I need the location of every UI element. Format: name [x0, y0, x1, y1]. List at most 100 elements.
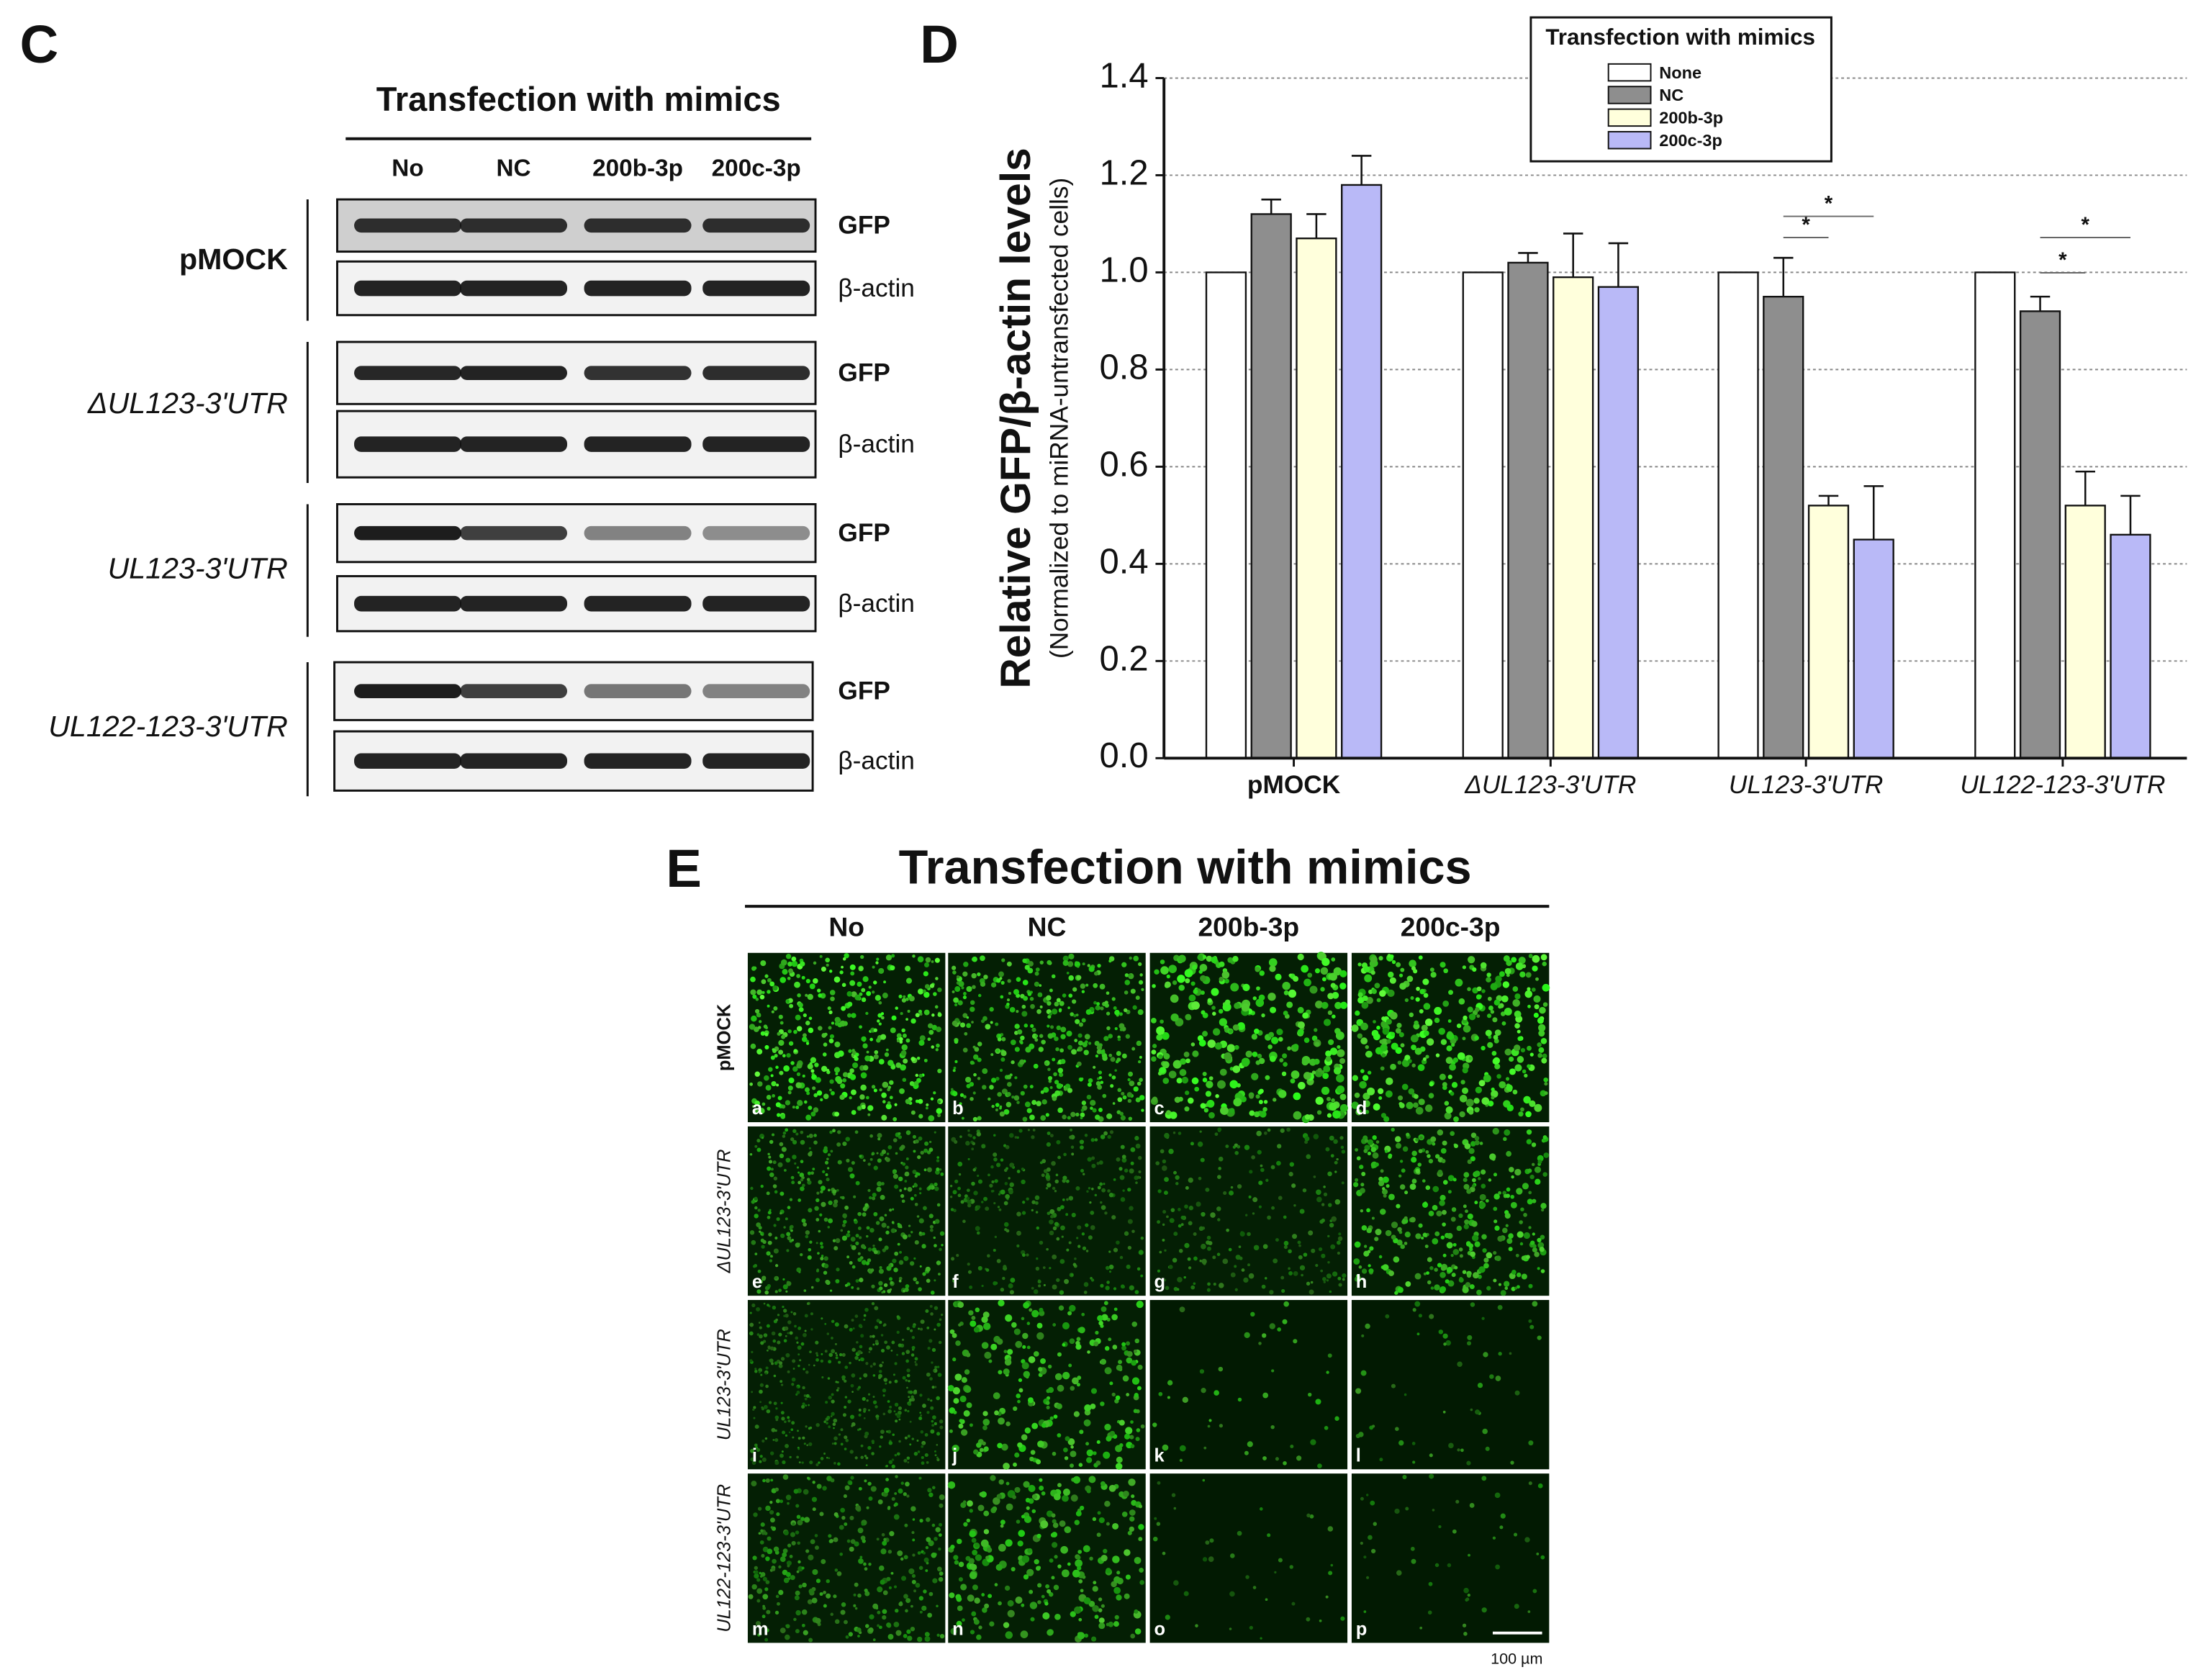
cell — [1360, 1370, 1367, 1376]
micrograph — [1351, 1300, 1550, 1470]
cell — [930, 1429, 935, 1434]
cell — [1476, 986, 1482, 992]
cell — [1498, 1191, 1501, 1195]
cell — [1037, 992, 1043, 998]
cell — [977, 1504, 985, 1512]
cell — [1540, 1234, 1545, 1240]
cell — [880, 1012, 885, 1016]
cell — [1477, 1382, 1483, 1388]
cell — [1412, 1460, 1416, 1464]
cell — [1124, 1231, 1129, 1236]
cell — [1070, 1128, 1072, 1132]
cell — [889, 1209, 892, 1212]
cell — [872, 1400, 877, 1404]
cell — [1465, 1209, 1468, 1214]
cell — [954, 1560, 959, 1565]
cell — [1100, 1306, 1107, 1312]
cell — [1077, 1033, 1083, 1038]
cell — [1356, 1276, 1362, 1282]
cell — [1269, 965, 1276, 972]
cell — [970, 1320, 977, 1327]
cell — [917, 988, 924, 995]
cell — [887, 1634, 894, 1640]
cell — [913, 1150, 916, 1153]
cell — [812, 1568, 818, 1576]
cell — [1544, 1091, 1548, 1096]
cell — [1091, 1163, 1096, 1168]
cell — [761, 979, 767, 985]
cell — [902, 1033, 907, 1038]
cell — [1108, 959, 1112, 963]
micrograph — [747, 1473, 946, 1643]
cell — [770, 1074, 774, 1078]
cell — [1037, 1583, 1042, 1588]
cell — [897, 1222, 900, 1226]
cell — [1297, 1021, 1305, 1029]
cell — [1007, 1349, 1013, 1355]
cell — [785, 1572, 791, 1578]
cell — [1313, 1134, 1319, 1139]
cell — [1078, 1327, 1085, 1334]
cell — [779, 1499, 784, 1504]
cell — [936, 1043, 940, 1048]
cell — [885, 1465, 888, 1468]
error-bar — [2075, 470, 2095, 506]
cell — [807, 1599, 813, 1604]
cell — [1087, 1350, 1090, 1354]
cell — [1134, 1556, 1142, 1564]
cell — [886, 1225, 890, 1229]
cell — [1165, 1614, 1170, 1620]
cell — [1537, 1237, 1542, 1243]
cell — [1183, 1275, 1186, 1279]
cell — [1476, 1014, 1481, 1019]
cell — [990, 982, 997, 988]
cell — [1506, 1084, 1513, 1091]
cell — [824, 1350, 828, 1353]
cell — [957, 1161, 963, 1167]
cell — [1506, 1104, 1514, 1111]
cell — [959, 1102, 962, 1106]
cell — [939, 1633, 945, 1639]
cell — [851, 1373, 856, 1378]
cell — [958, 980, 964, 988]
cell — [1047, 1183, 1052, 1188]
cell — [783, 1339, 787, 1343]
cell — [1503, 1137, 1507, 1142]
construct-label: UL123-3'UTR — [108, 551, 288, 584]
cell — [839, 970, 844, 975]
cell — [1062, 1198, 1065, 1201]
band-label: β-actin — [838, 430, 915, 458]
cell — [873, 1088, 877, 1093]
cell — [953, 1398, 959, 1404]
cell — [766, 1095, 772, 1100]
cell — [1127, 1188, 1131, 1192]
cell — [1474, 1140, 1480, 1146]
cell — [1521, 1273, 1527, 1280]
cell — [1062, 1489, 1070, 1496]
cell — [1532, 1232, 1535, 1236]
cell — [1527, 1168, 1532, 1173]
cell — [992, 1506, 998, 1512]
cell — [1022, 1201, 1026, 1204]
cell — [931, 1419, 934, 1423]
cell — [954, 1060, 958, 1064]
cell — [861, 1104, 866, 1110]
cell — [791, 1383, 795, 1386]
cell — [1378, 1180, 1385, 1187]
cell — [1062, 1494, 1069, 1502]
cell — [1051, 1513, 1056, 1518]
cell — [1397, 1060, 1402, 1065]
cell — [878, 1281, 883, 1286]
cell — [1076, 1048, 1080, 1052]
micrograph-bg — [1149, 1126, 1348, 1296]
cell — [829, 1539, 833, 1543]
cell — [1261, 1333, 1267, 1338]
cell — [1116, 1364, 1123, 1371]
cell — [1098, 1075, 1103, 1080]
cell — [887, 1101, 891, 1105]
cell — [849, 1450, 854, 1454]
cell — [1172, 1132, 1176, 1134]
cell — [1197, 954, 1203, 961]
cell — [859, 1278, 864, 1283]
cell — [757, 1026, 761, 1029]
